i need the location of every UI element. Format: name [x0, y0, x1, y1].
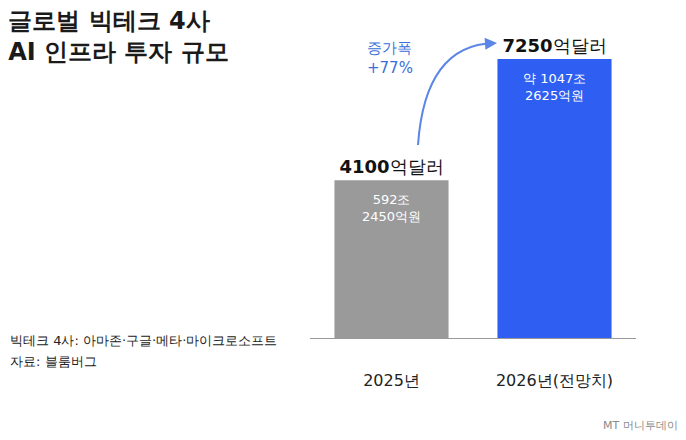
svg-text:빅테크 4사: 아마존·구글·메타·마이크로소프트: 빅테크 4사: 아마존·구글·메타·마이크로소프트 — [10, 333, 277, 348]
svg-text:592조2450억원: 592조2450억원 — [362, 192, 421, 224]
svg-text:2026년(전망치): 2026년(전망치) — [496, 371, 613, 390]
svg-text:증가폭+77%: 증가폭+77% — [367, 39, 413, 77]
svg-text:자료: 블룸버그: 자료: 블룸버그 — [10, 354, 97, 369]
svg-text:약 1047조2625억원: 약 1047조2625억원 — [523, 71, 586, 103]
svg-text:글로벌 빅테크 4사AI 인프라 투자 규모: 글로벌 빅테크 4사AI 인프라 투자 규모 — [8, 7, 229, 66]
svg-text:7250억달러: 7250억달러 — [502, 35, 606, 56]
svg-text:2025년: 2025년 — [363, 371, 420, 390]
svg-text:MT 머니투데이: MT 머니투데이 — [603, 419, 678, 432]
svg-text:4100억달러: 4100억달러 — [339, 156, 443, 177]
